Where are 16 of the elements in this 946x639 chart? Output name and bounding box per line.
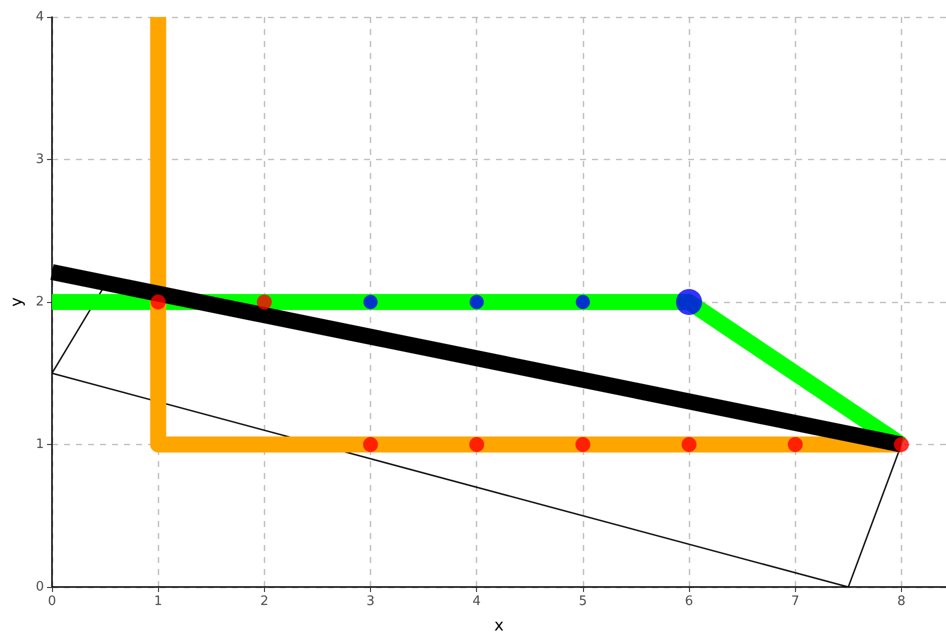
x-tick-label: 5 — [578, 594, 588, 609]
x-tick-label: 2 — [260, 594, 268, 609]
x-axis-title: x — [494, 616, 504, 634]
y-tick-label: 2 — [36, 294, 44, 310]
y-tick-label: 3 — [36, 152, 44, 167]
x-tick-label: 0 — [48, 594, 56, 609]
x-tick-label: 1 — [154, 594, 162, 609]
x-tick-label: 4 — [472, 594, 481, 609]
x-tick-label: 3 — [366, 594, 375, 609]
y-tick-label: 1 — [36, 437, 44, 452]
x-tick-label: 8 — [897, 594, 906, 609]
y-axis-title: y — [6, 297, 26, 307]
x-tick-label: 6 — [684, 594, 694, 609]
y-tick-label: 0 — [36, 580, 44, 594]
x-tick-label: 7 — [791, 594, 800, 609]
y-tick-label: 4 — [36, 10, 44, 24]
